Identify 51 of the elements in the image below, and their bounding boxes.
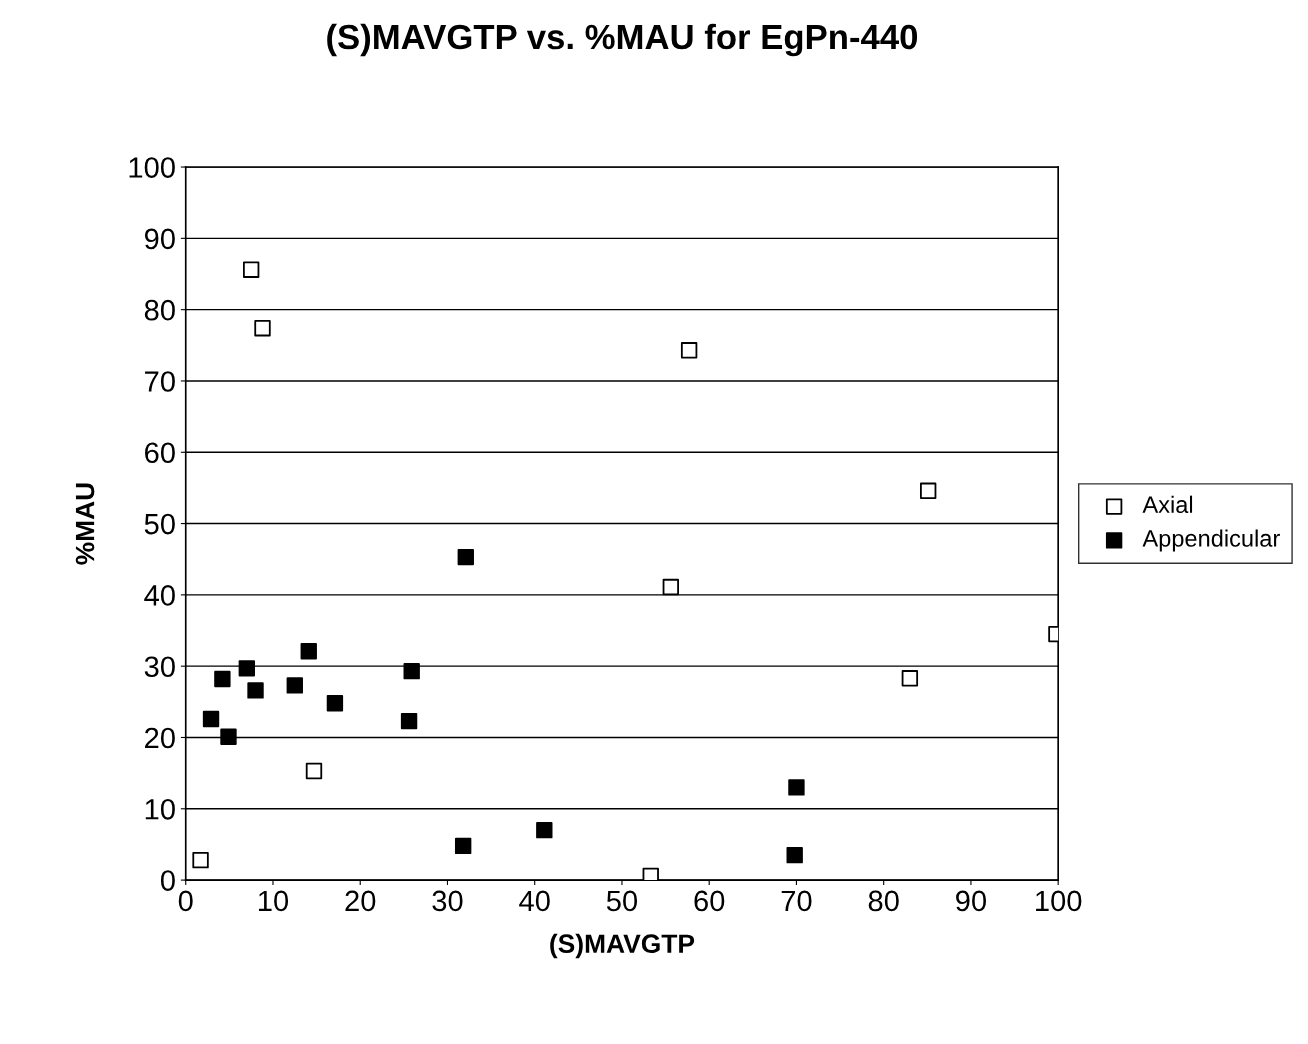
point xyxy=(254,320,271,337)
x-tick-label: 70 xyxy=(781,890,812,912)
legend-label: Appendicular xyxy=(1142,529,1280,552)
point xyxy=(901,670,919,687)
point xyxy=(238,660,255,677)
y-tick-label: 50 xyxy=(144,513,175,535)
point xyxy=(247,682,264,699)
point xyxy=(300,643,317,660)
point xyxy=(286,677,303,694)
y-tick-label: 100 xyxy=(129,157,175,178)
point xyxy=(400,712,418,730)
point xyxy=(536,821,553,839)
y-tick-label: 90 xyxy=(144,228,175,250)
y-tick-label: 10 xyxy=(145,798,175,820)
x-tick-label: 50 xyxy=(606,890,638,912)
y-tick-label: 0 xyxy=(160,870,175,891)
y-tick-label: 20 xyxy=(145,727,175,749)
y-tick-label: 30 xyxy=(144,656,175,678)
x-tick-label: 40 xyxy=(519,890,550,912)
y-tick-label: 70 xyxy=(145,371,175,392)
point xyxy=(919,482,937,499)
x-tick-label: 80 xyxy=(868,890,899,912)
point xyxy=(202,710,220,728)
point xyxy=(662,578,679,596)
y-tick-label: 40 xyxy=(144,585,175,606)
x-tick-label: 100 xyxy=(1036,890,1082,912)
x-tick-label: 90 xyxy=(956,890,987,912)
chart-title: (S)MAVGTP vs. %MAU for EgPn-440 xyxy=(327,23,918,57)
point xyxy=(242,261,260,278)
y-tick-label: 60 xyxy=(145,442,175,464)
point xyxy=(454,837,472,855)
point xyxy=(457,548,474,566)
point xyxy=(305,762,323,780)
point xyxy=(642,867,659,881)
x-tick-label: 30 xyxy=(432,890,463,912)
point xyxy=(786,846,803,864)
x-tick-label: 60 xyxy=(694,890,725,912)
legend-label: Axial xyxy=(1142,495,1193,513)
point xyxy=(788,779,805,796)
x-tick-label: 10 xyxy=(258,890,289,912)
point xyxy=(214,670,231,688)
point xyxy=(220,728,237,745)
y-tick-label: 80 xyxy=(144,299,175,321)
x-tick-label: 0 xyxy=(178,890,193,912)
point xyxy=(326,695,344,712)
point xyxy=(680,342,698,359)
x-axis-title: (S)MAVGTP xyxy=(550,933,695,959)
x-tick-label: 20 xyxy=(345,890,376,912)
y-axis-title: %MAU xyxy=(75,483,95,565)
point xyxy=(192,851,209,869)
point xyxy=(403,662,420,680)
